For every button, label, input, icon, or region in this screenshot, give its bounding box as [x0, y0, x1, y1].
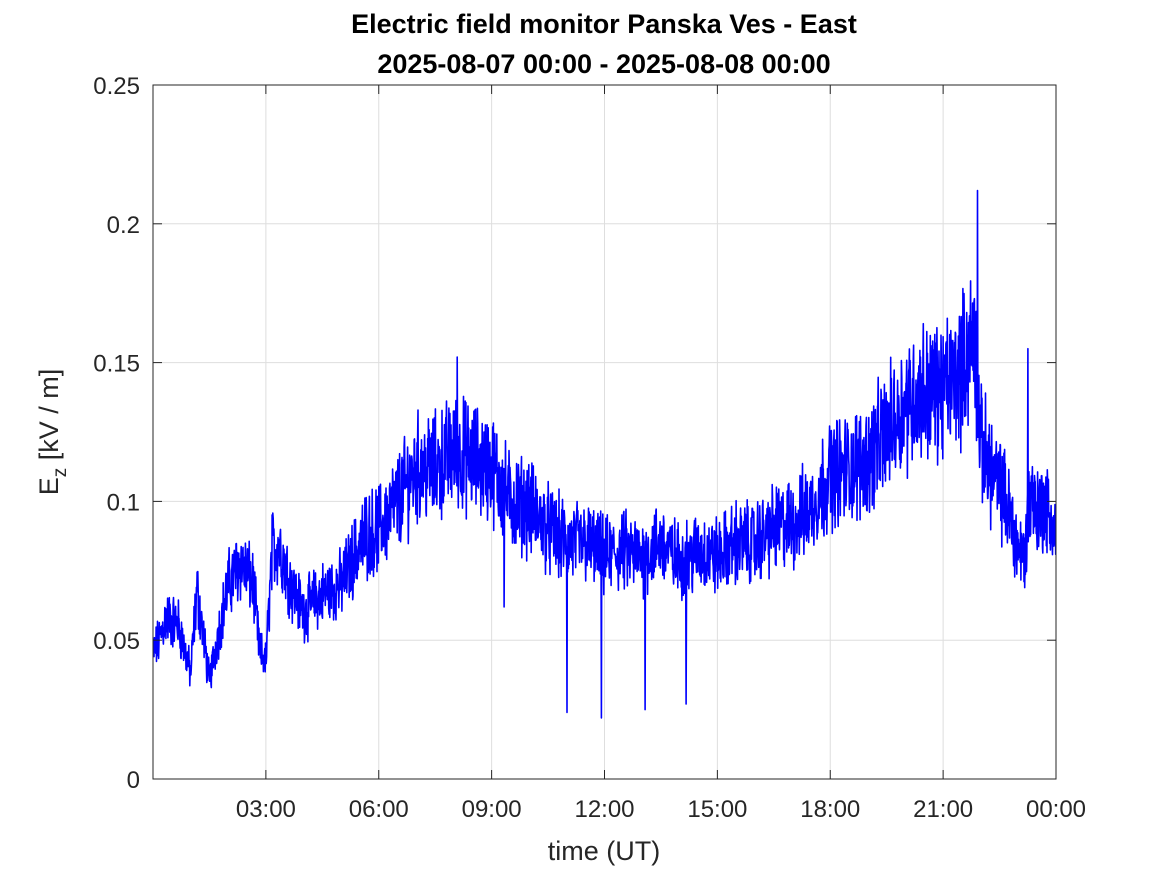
series-layer: [153, 189, 1056, 719]
x-tick-label: 06:00: [349, 796, 409, 823]
y-axis-label-units: [kV / m]: [34, 369, 64, 468]
y-tick-label: 0.1: [107, 489, 140, 516]
x-tick-label: 09:00: [462, 796, 522, 823]
y-tick-label: 0.15: [93, 351, 140, 378]
y-axis-label: Ez [kV / m]: [34, 369, 71, 496]
x-tick-label: 00:00: [1026, 796, 1086, 823]
y-tick-label: 0.25: [93, 73, 140, 100]
x-axis-label: time (UT): [548, 836, 660, 866]
y-tick-label: 0: [127, 767, 140, 794]
x-tick-label: 12:00: [574, 796, 634, 823]
y-axis-label-subscript: z: [50, 468, 71, 478]
y-axis-label-main: E: [34, 477, 64, 495]
ticks: 03:00 06:00 09:00 12:00 15:00 18:00 21:00 00:00…: [93, 73, 1086, 823]
chart-subtitle: 2025-08-07 00:00 - 2025-08-08 00:00: [377, 49, 830, 79]
y-tick-label: 0.05: [93, 628, 140, 655]
x-tick-label: 18:00: [800, 796, 860, 823]
y-tick-label: 0.2: [107, 212, 140, 239]
chart-title: Electric field monitor Panska Ves - East: [351, 9, 857, 39]
x-tick-label: 21:00: [913, 796, 973, 823]
x-tick-label: 03:00: [236, 796, 296, 823]
series-line: [153, 189, 1056, 719]
x-tick-label: 15:00: [687, 796, 747, 823]
